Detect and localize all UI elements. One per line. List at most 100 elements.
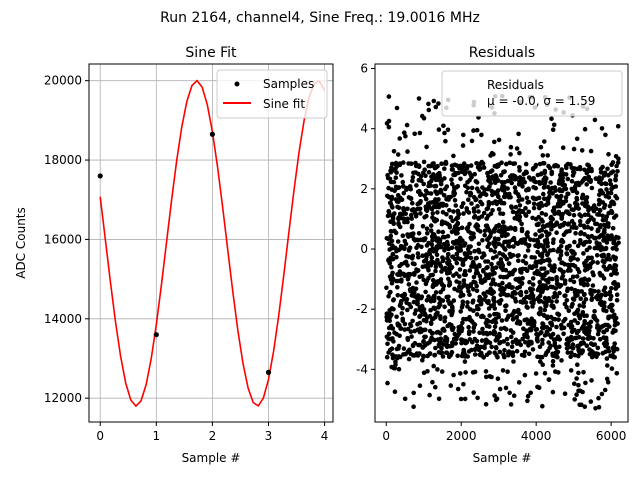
residual-point <box>603 132 608 138</box>
residual-point <box>405 277 411 282</box>
residual-point <box>536 385 542 391</box>
residual-point <box>595 296 600 302</box>
residual-point <box>501 339 507 344</box>
residual-point <box>397 195 403 201</box>
residual-point <box>565 176 571 182</box>
residual-point <box>538 359 543 364</box>
residual-point <box>602 181 608 186</box>
residual-point <box>435 367 440 372</box>
residual-point <box>456 331 462 336</box>
residual-point <box>446 197 451 202</box>
residual-point <box>556 201 561 206</box>
residual-point <box>510 339 516 345</box>
residual-point <box>486 298 491 304</box>
residual-point <box>575 343 580 349</box>
residual-point <box>569 218 575 224</box>
residual-point <box>433 290 439 295</box>
residual-point <box>574 190 580 195</box>
residual-point <box>498 173 504 178</box>
residual-point <box>471 209 477 214</box>
residual-point <box>469 236 474 242</box>
residual-point <box>415 251 421 256</box>
residual-point <box>397 263 402 269</box>
residual-point <box>527 295 533 301</box>
residual-point <box>497 250 502 256</box>
residuals-frame <box>374 63 629 423</box>
residual-point <box>523 212 528 217</box>
residual-point <box>574 392 579 398</box>
residual-point <box>506 261 512 266</box>
residual-point <box>576 388 581 394</box>
residual-point <box>412 272 417 277</box>
residual-point <box>508 402 514 407</box>
residual-point <box>510 271 515 277</box>
residual-point <box>560 182 565 188</box>
residual-point <box>551 294 556 300</box>
residual-point <box>590 270 595 275</box>
residual-point <box>513 240 519 246</box>
residual-point <box>616 156 621 161</box>
residual-point <box>589 378 594 383</box>
residual-point <box>571 212 577 218</box>
residual-point <box>520 258 526 264</box>
residual-point <box>568 262 574 268</box>
residual-point <box>574 225 579 230</box>
residual-point <box>388 179 394 185</box>
residual-point <box>586 336 591 342</box>
residual-point <box>523 254 528 259</box>
residual-point <box>481 191 486 196</box>
residual-point <box>389 264 394 270</box>
residual-point <box>481 330 486 336</box>
residual-point <box>565 350 571 355</box>
residual-point <box>422 334 427 340</box>
residual-point <box>461 347 467 353</box>
residual-point <box>486 178 491 183</box>
residual-point <box>594 240 599 245</box>
residual-point <box>611 254 616 259</box>
residual-point <box>613 328 618 334</box>
residual-point <box>475 304 480 309</box>
residual-point <box>567 203 572 209</box>
residual-point <box>446 246 452 252</box>
residual-point <box>541 185 547 190</box>
residual-point <box>537 299 542 304</box>
residual-point <box>596 289 601 294</box>
residual-point <box>473 270 479 276</box>
residual-point <box>414 237 420 243</box>
y-tick-label: 6 <box>360 62 368 76</box>
residual-point <box>589 296 595 301</box>
residual-point <box>487 313 493 318</box>
residual-point <box>568 268 573 273</box>
residual-point <box>566 191 571 197</box>
residual-point <box>406 282 412 287</box>
residual-point <box>529 254 534 260</box>
residual-point <box>408 232 414 237</box>
residual-point <box>418 199 423 204</box>
residual-point <box>442 166 447 171</box>
residual-point <box>457 166 462 171</box>
residual-point <box>540 219 545 224</box>
residual-point <box>425 353 430 359</box>
residual-point <box>522 179 527 185</box>
residual-point <box>535 249 540 255</box>
residual-point <box>453 203 459 208</box>
residual-point <box>451 153 456 159</box>
residual-point <box>471 287 476 292</box>
residual-point <box>429 242 435 247</box>
residual-point <box>389 246 395 251</box>
residual-point <box>421 338 427 344</box>
residual-point <box>528 390 533 396</box>
residual-point <box>578 341 584 347</box>
residual-point <box>483 259 488 264</box>
residual-point <box>444 350 449 356</box>
residual-point <box>397 333 402 339</box>
residual-point <box>438 289 443 295</box>
residual-point <box>466 324 471 330</box>
residual-point <box>577 219 583 224</box>
residual-point <box>467 193 473 198</box>
residual-point <box>592 352 597 358</box>
residual-point <box>394 170 399 175</box>
residual-point <box>426 169 432 175</box>
residual-point <box>615 169 620 174</box>
residual-point <box>607 314 613 319</box>
